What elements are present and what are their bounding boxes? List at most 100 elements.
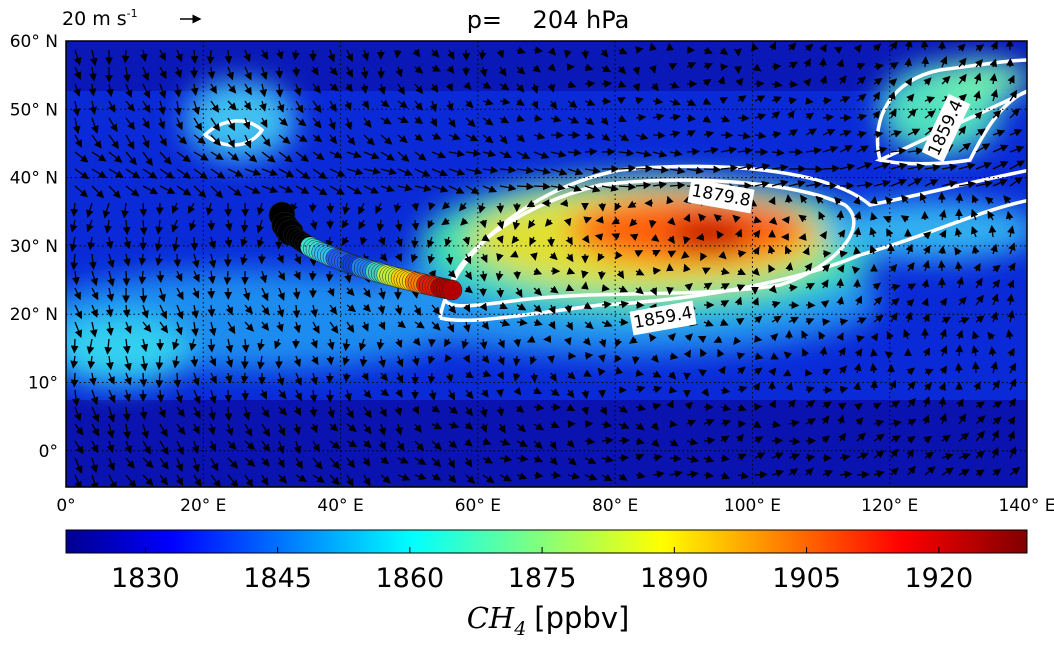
wind-arrow [619,322,627,323]
wind-arrow [669,288,670,294]
colorbar-tick-label: 1920 [904,563,973,594]
wind-arrow [585,83,594,84]
title: p= 204 hPa [467,6,630,34]
wind-arrow [602,83,611,84]
wind-arrow [704,169,720,170]
lon-tick-label: 140° E [998,496,1054,516]
lon-tick-label: 100° E [724,496,781,516]
wind-arrow [500,288,501,297]
wind-arrow [312,271,313,280]
wind-arrow [823,253,830,254]
wind-arrow [958,364,959,373]
colorbar-tick-label: 1875 [508,563,577,594]
wind-arrow [755,339,761,340]
wind-arrow [329,271,330,281]
lat-tick-label: 60° N [10,32,58,52]
wind-arrow [772,440,782,441]
wind-arrow [941,261,942,271]
lat-tick-label: 30° N [10,237,58,257]
wind-arrow [597,220,602,221]
wind-arrow [669,265,670,271]
wind-arrow [635,356,636,363]
wind-arrow [670,424,676,425]
wind-arrow [857,280,858,288]
wind-arrow [143,288,144,302]
lat-tick-label: 0° [39,442,58,462]
colorbar-unit: [ppbv] [534,601,629,635]
colorbar-tick-label: 1905 [772,563,841,594]
wind-arrow [296,67,297,76]
wind-arrow [143,373,144,386]
wind-arrow [653,270,660,271]
wind-arrow [602,203,603,210]
wind-arrow [873,350,874,356]
colorbar-tick-label: 1860 [375,563,444,594]
wind-arrow [806,373,812,374]
wind-arrow [602,390,603,397]
wind-arrow [687,151,699,152]
wind-arrow [210,50,211,63]
wind-arrow [601,271,602,279]
wind-arrow [636,168,652,169]
lon-tick-label: 80° E [592,496,638,516]
colorbar-tick-label: 1845 [243,563,312,594]
lon-tick-label: 40° E [317,496,363,516]
wind-arrow [534,373,535,382]
wind-arrow [585,283,586,288]
colorbar-label: CH4[ppbv] [467,601,630,640]
lat-tick-label: 50° N [10,100,58,120]
lon-tick-label: 20° E [180,496,226,516]
wind-arrow [602,101,610,102]
vector-key: 20 m s-1 [62,7,138,30]
wind-arrow [74,339,75,352]
wind-arrow [755,474,767,475]
wind-arrow [653,135,664,136]
lon-tick-label: 120° E [861,496,918,516]
wind-arrow [228,390,229,401]
wind-arrow [874,197,875,203]
lat-tick-label: 40° N [10,169,58,189]
wind-arrow [925,57,926,67]
wind-arrow [789,287,797,288]
wind-arrow [279,67,280,77]
wind-arrow [211,339,212,351]
vector-key-label: 20 m s [62,8,127,30]
wind-arrow [755,83,763,84]
wind-arrow [585,423,592,424]
wind-arrow [177,373,178,387]
wind-arrow [806,101,812,102]
wind-arrow [823,321,829,322]
wind-arrow [211,288,212,298]
wind-arrow [585,151,596,152]
wind-arrow [244,220,245,232]
wind-arrow [160,271,161,282]
colorbar-tick-label: 1890 [640,563,709,594]
wind-arrow [755,406,761,407]
wind-arrow [330,203,331,212]
colorbar-sub: 4 [513,618,526,640]
colorbar [66,530,1027,553]
wind-arrow [585,50,586,58]
lat-tick-label: 10° [28,374,58,394]
wind-arrow [789,84,797,85]
wind-arrow [74,373,75,386]
wind-arrow [125,50,126,62]
wind-arrow [619,457,628,458]
wind-arrow [619,440,629,441]
wind-arrow [823,168,839,169]
wind-arrow [500,203,501,212]
ch4-field [30,40,1040,490]
colorbar-tick-label: 1830 [111,563,180,594]
wind-arrow [551,475,560,476]
wind-arrow [517,271,518,279]
wind-arrow [431,339,432,346]
lon-tick-label: 60° E [455,496,501,516]
wind-arrow [840,279,841,288]
wind-arrow [177,254,178,266]
wind-arrow [143,203,144,216]
trajectory-point [442,280,462,300]
wind-arrow [194,237,195,250]
wind-arrow [721,66,727,67]
wind-arrow [669,44,670,50]
